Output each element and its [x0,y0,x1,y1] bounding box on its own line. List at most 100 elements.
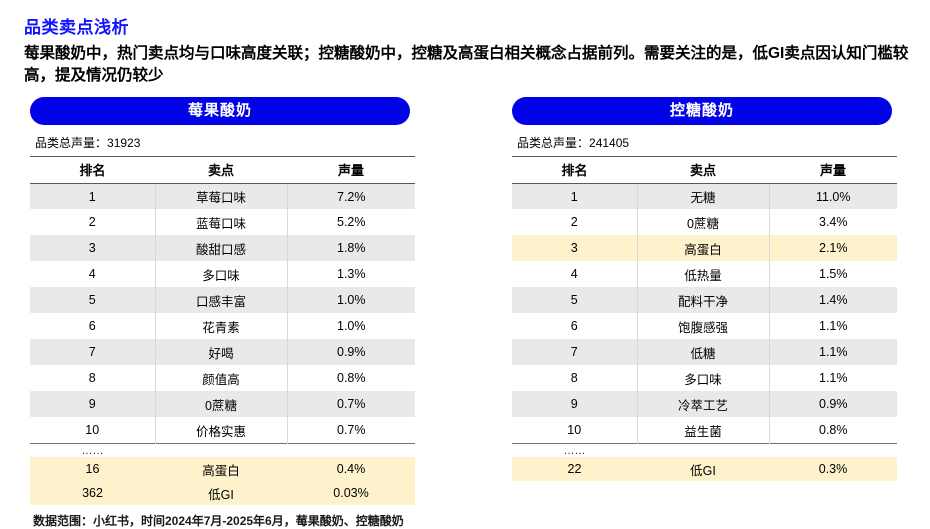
table-row: 6 饱腹感强 1.1% [512,313,897,340]
selling-point-cell: 蓝莓口味 [154,209,287,236]
selling-point-cell: 冷萃工艺 [636,391,769,418]
share-cell: 0.7% [286,391,415,418]
rank-cell: 6 [570,319,578,334]
selling-points-table: 排名 卖点 声量 1 草莓口味 7.2% 2 蓝莓口味 5.2% 3 酸甜口感 … [30,155,415,506]
col-header-rank: 排名 [30,155,155,184]
selling-point-cell: 花青素 [154,313,287,340]
table-header-row: 排名 卖点 声量 [30,155,415,184]
share-cell: 0.7% [286,417,415,444]
page-subtitle: 莓果酸奶中，热门卖点均与口味高度关联；控糖酸奶中，控糖及高蛋白相关概念占据前列。… [24,45,909,85]
rank-cell: 3 [570,241,578,256]
selling-point-cell: 无糖 [636,183,769,210]
share-cell: 1.0% [286,287,415,314]
share-cell: 1.1% [768,365,897,392]
share-cell: 0.03% [333,486,369,501]
rank-cell: 8 [88,371,96,386]
ellipsis-row: …… [30,442,415,458]
rank-cell: 5 [88,293,96,308]
total-voice-value: 31923 [107,135,141,150]
total-voice-label: 品类总声量： [35,135,108,150]
selling-point-cell: 益生菌 [636,417,769,444]
col-header-point: 卖点 [637,155,769,184]
selling-point-cell: 好喝 [154,339,287,366]
col-header-rank: 排名 [512,155,637,184]
share-cell: 5.2% [286,209,415,236]
share-cell: 11.0% [768,183,897,210]
share-cell: 1.8% [286,235,415,262]
col-header-point: 卖点 [155,155,287,184]
total-voice-value: 241405 [589,135,630,150]
col-header-share: 声量 [287,155,415,184]
total-voice-label: 品类总声量： [517,135,590,150]
selling-point-cell: 低GI [208,487,234,502]
table-row: 10 价格实惠 0.7% [30,417,415,444]
category-pill: 控糖酸奶 [512,96,892,125]
category-pill: 莓果酸奶 [30,96,410,125]
table-row: 5 配料干净 1.4% [512,287,897,314]
selling-point-cell: 0蔗糖 [636,209,769,236]
ellipsis-cell: …… [30,442,155,458]
selling-points-table: 排名 卖点 声量 1 无糖 11.0% 2 0蔗糖 3.4% 3 高蛋白 2.1… [512,155,897,482]
table-row: 2 蓝莓口味 5.2% [30,209,415,236]
table-row: 1 草莓口味 7.2% [30,183,415,210]
share-cell: 3.4% [768,209,897,236]
rank-cell: 4 [88,267,96,282]
table-row: 3 高蛋白 2.1% [512,235,897,262]
ellipsis-row: …… [512,442,897,458]
share-cell: 0.4% [336,462,366,477]
category-tables: 莓果酸奶 品类总声量：31923 排名 卖点 声量 1 草莓口味 7.2% 2 … [0,96,930,506]
table-row: 8 多口味 1.1% [512,365,897,392]
rank-cell: 362 [82,486,103,501]
share-cell: 1.0% [286,313,415,340]
share-cell: 1.4% [768,287,897,314]
selling-point-cell: 饱腹感强 [636,313,769,340]
selling-point-cell: 价格实惠 [154,417,287,444]
selling-point-cell: 配料干净 [636,287,769,314]
rank-cell: 1 [88,189,96,204]
table-row: 3 酸甜口感 1.8% [30,235,415,262]
share-cell: 0.8% [768,417,897,444]
table-row: 9 0蔗糖 0.7% [30,391,415,418]
slide-header: 品类卖点浅析 莓果酸奶中，热门卖点均与口味高度关联；控糖酸奶中，控糖及高蛋白相关… [0,0,930,88]
rank-cell: 7 [88,345,96,360]
selling-point-cell: 颜值高 [154,365,287,392]
total-voice-line: 品类总声量：31923 [35,134,415,151]
selling-point-cell: 0蔗糖 [154,391,287,418]
selling-point-cell: 多口味 [636,365,769,392]
total-voice-line: 品类总声量：241405 [517,134,897,151]
rank-cell: 4 [570,267,578,282]
rank-cell: 1 [570,189,578,204]
col-header-share: 声量 [769,155,897,184]
rank-cell: 3 [88,241,96,256]
share-cell: 0.3% [818,462,848,477]
rank-cell: 10 [85,423,100,438]
share-cell: 1.1% [768,339,897,366]
table-row: 10 益生菌 0.8% [512,417,897,444]
table-row: 9 冷萃工艺 0.9% [512,391,897,418]
selling-point-cell: 低GI [690,463,716,478]
selling-point-cell: 草莓口味 [154,183,287,210]
ellipsis-cell [155,442,287,458]
table-row: 2 0蔗糖 3.4% [512,209,897,236]
share-cell: 0.8% [286,365,415,392]
share-cell: 1.5% [768,261,897,288]
page-title: 品类卖点浅析 [24,18,129,37]
table-row: 16 高蛋白 0.4% [30,457,415,482]
table-row: 8 颜值高 0.8% [30,365,415,392]
selling-point-cell: 高蛋白 [202,463,240,478]
table-row: 1 无糖 11.0% [512,183,897,210]
selling-point-cell: 酸甜口感 [154,235,287,262]
share-cell: 0.9% [286,339,415,366]
rank-cell: 8 [570,371,578,386]
share-cell: 7.2% [286,183,415,210]
table-row: 4 多口味 1.3% [30,261,415,288]
share-cell: 1.3% [286,261,415,288]
rank-cell: 9 [570,397,578,412]
rank-cell: 2 [88,215,96,230]
table-row: 6 花青素 1.0% [30,313,415,340]
rank-cell: 5 [570,293,578,308]
ellipsis-cell [769,442,897,458]
ellipsis-cell [637,442,769,458]
ellipsis-cell [287,442,415,458]
table-row: 362 低GI 0.03% [30,481,415,506]
